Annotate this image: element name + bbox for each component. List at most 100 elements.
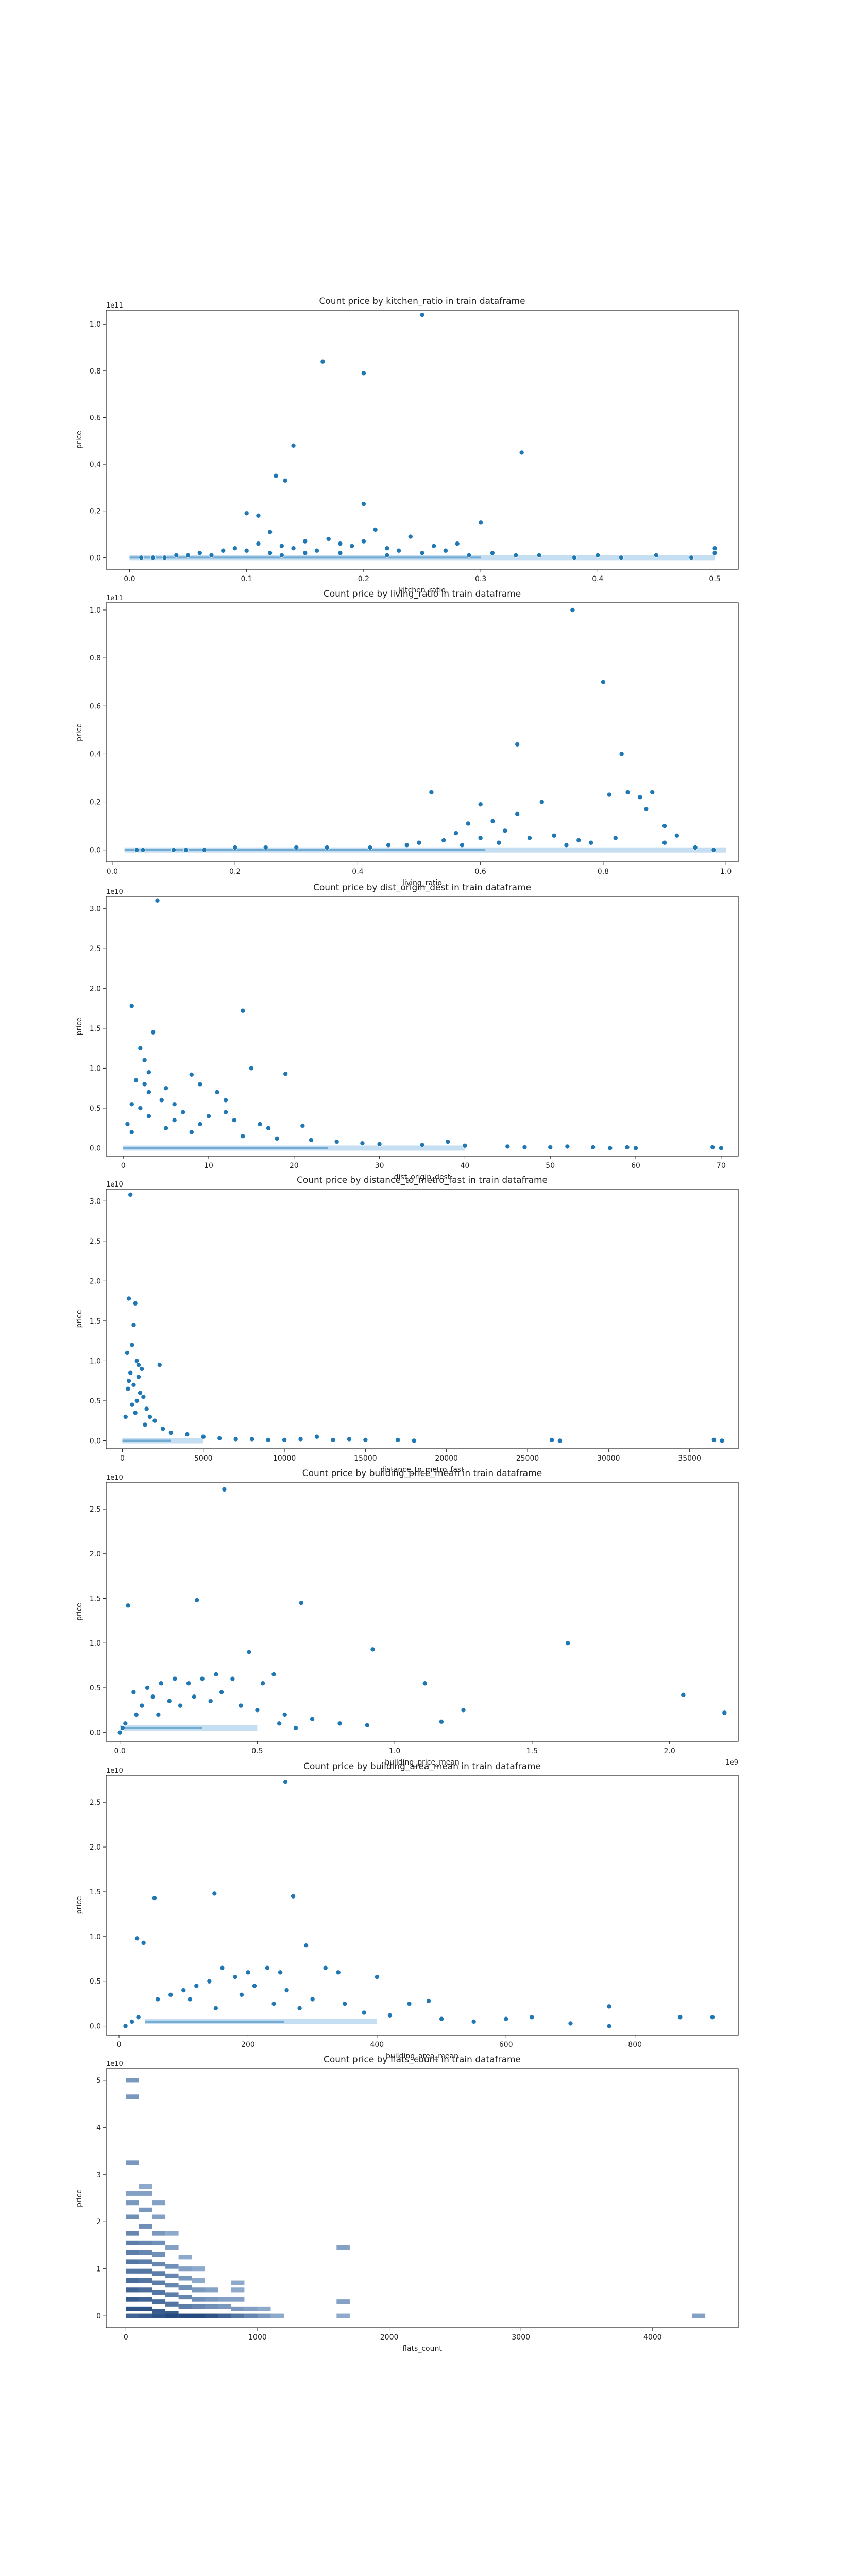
hist-bin (126, 2160, 139, 2165)
data-point (129, 1342, 135, 1348)
data-point (212, 1891, 217, 1896)
data-point (662, 840, 668, 845)
data-point (330, 1437, 336, 1443)
data-point (131, 1382, 137, 1387)
x-tick-label: 2000 (380, 2333, 399, 2342)
y-tick-label: 1.0 (90, 606, 101, 615)
data-point (194, 1597, 200, 1603)
y-tick-label: 0.5 (90, 1105, 101, 1113)
data-point (233, 1436, 239, 1442)
data-point (124, 1350, 130, 1355)
x-tick-label: 5000 (194, 1454, 213, 1463)
data-point (138, 1105, 143, 1111)
data-point (146, 1070, 151, 1075)
x-tick-label: 0.5 (251, 1747, 263, 1755)
hist-bin (178, 2304, 192, 2309)
data-point (139, 555, 144, 561)
data-point (213, 1671, 219, 1677)
x-tick-label: 0 (124, 2333, 128, 2342)
data-point (135, 1362, 141, 1368)
data-point (565, 1144, 570, 1149)
x-tick-label: 25000 (516, 1454, 539, 1463)
hist-bin (152, 2299, 166, 2304)
data-point (310, 1996, 315, 2002)
x-tick-label: 1.0 (720, 868, 732, 876)
y-tick-label: 1.5 (90, 1025, 101, 1033)
data-point (411, 1438, 417, 1444)
data-point (372, 527, 378, 532)
data-point (653, 552, 659, 558)
data-point (271, 1671, 277, 1677)
x-tick-label: 0.0 (107, 868, 118, 876)
data-point (570, 607, 575, 613)
data-point (159, 1097, 164, 1103)
data-point (209, 552, 214, 558)
data-point (712, 546, 718, 551)
data-point (677, 2014, 683, 2020)
hist-bin (205, 2287, 218, 2293)
hist-bin (152, 2290, 166, 2295)
x-tick-label: 0.1 (241, 575, 252, 583)
hist-bin (178, 2255, 192, 2260)
data-point (189, 1072, 194, 1077)
data-point (245, 1970, 251, 1975)
chart-title: Count price by dist_origin_dest in train… (313, 883, 531, 893)
data-point (416, 840, 422, 845)
y-tick-label: 1.5 (90, 1595, 101, 1603)
x-tick-label: 0.4 (592, 575, 603, 583)
data-point (158, 1681, 164, 1686)
hist-bin (126, 2306, 139, 2311)
data-point (238, 1703, 244, 1708)
data-point (387, 2012, 393, 2018)
data-point (222, 1486, 227, 1492)
data-point (129, 2019, 135, 2024)
x-offset-label: 1e9 (725, 1759, 738, 1767)
data-point (189, 1129, 194, 1135)
chart-title: Count price by building_price_mean in tr… (302, 1468, 542, 1479)
data-point (459, 842, 465, 848)
data-point (496, 840, 502, 845)
data-point (131, 1689, 137, 1695)
data-point (206, 1113, 211, 1119)
hist-bin (126, 2313, 139, 2318)
y-tick-label: 0.0 (90, 846, 101, 855)
data-point (246, 1649, 252, 1655)
data-point (147, 1414, 152, 1419)
y-tick-label: 2.0 (90, 1277, 101, 1285)
x-tick-label: 0 (121, 1162, 126, 1170)
data-point (445, 1139, 451, 1145)
data-point (711, 1437, 717, 1443)
hist-bin (165, 2283, 179, 2288)
data-point (223, 1109, 229, 1115)
data-point (600, 679, 606, 685)
data-point (156, 1711, 161, 1717)
data-point (337, 541, 343, 547)
data-point (431, 543, 437, 549)
hist-bin (126, 2200, 139, 2206)
hist-bin (165, 2292, 179, 2297)
data-point (146, 1113, 151, 1119)
data-point (178, 1703, 183, 1708)
data-point (139, 1703, 145, 1708)
data-point (168, 1992, 174, 1997)
x-tick-label: 600 (499, 2041, 513, 2049)
y-tick-label: 5 (96, 2077, 101, 2085)
data-point (183, 847, 189, 853)
data-point (232, 1974, 238, 1980)
y-offset-label: 1e10 (106, 2060, 123, 2068)
data-point (220, 548, 226, 553)
data-point (462, 1143, 468, 1148)
hist-bin (139, 2224, 152, 2229)
data-point (710, 1144, 716, 1150)
y-tick-label: 0.6 (90, 702, 101, 710)
data-point (564, 842, 569, 848)
hist-bin (231, 2313, 245, 2318)
y-axis-label: price (75, 1603, 83, 1621)
data-point (186, 1681, 192, 1686)
data-point (441, 838, 447, 843)
data-point (163, 1086, 169, 1091)
data-point (123, 2023, 128, 2029)
y-offset-label: 1e11 (106, 595, 123, 602)
data-point (232, 845, 238, 851)
y-offset-label: 1e10 (106, 1181, 123, 1189)
